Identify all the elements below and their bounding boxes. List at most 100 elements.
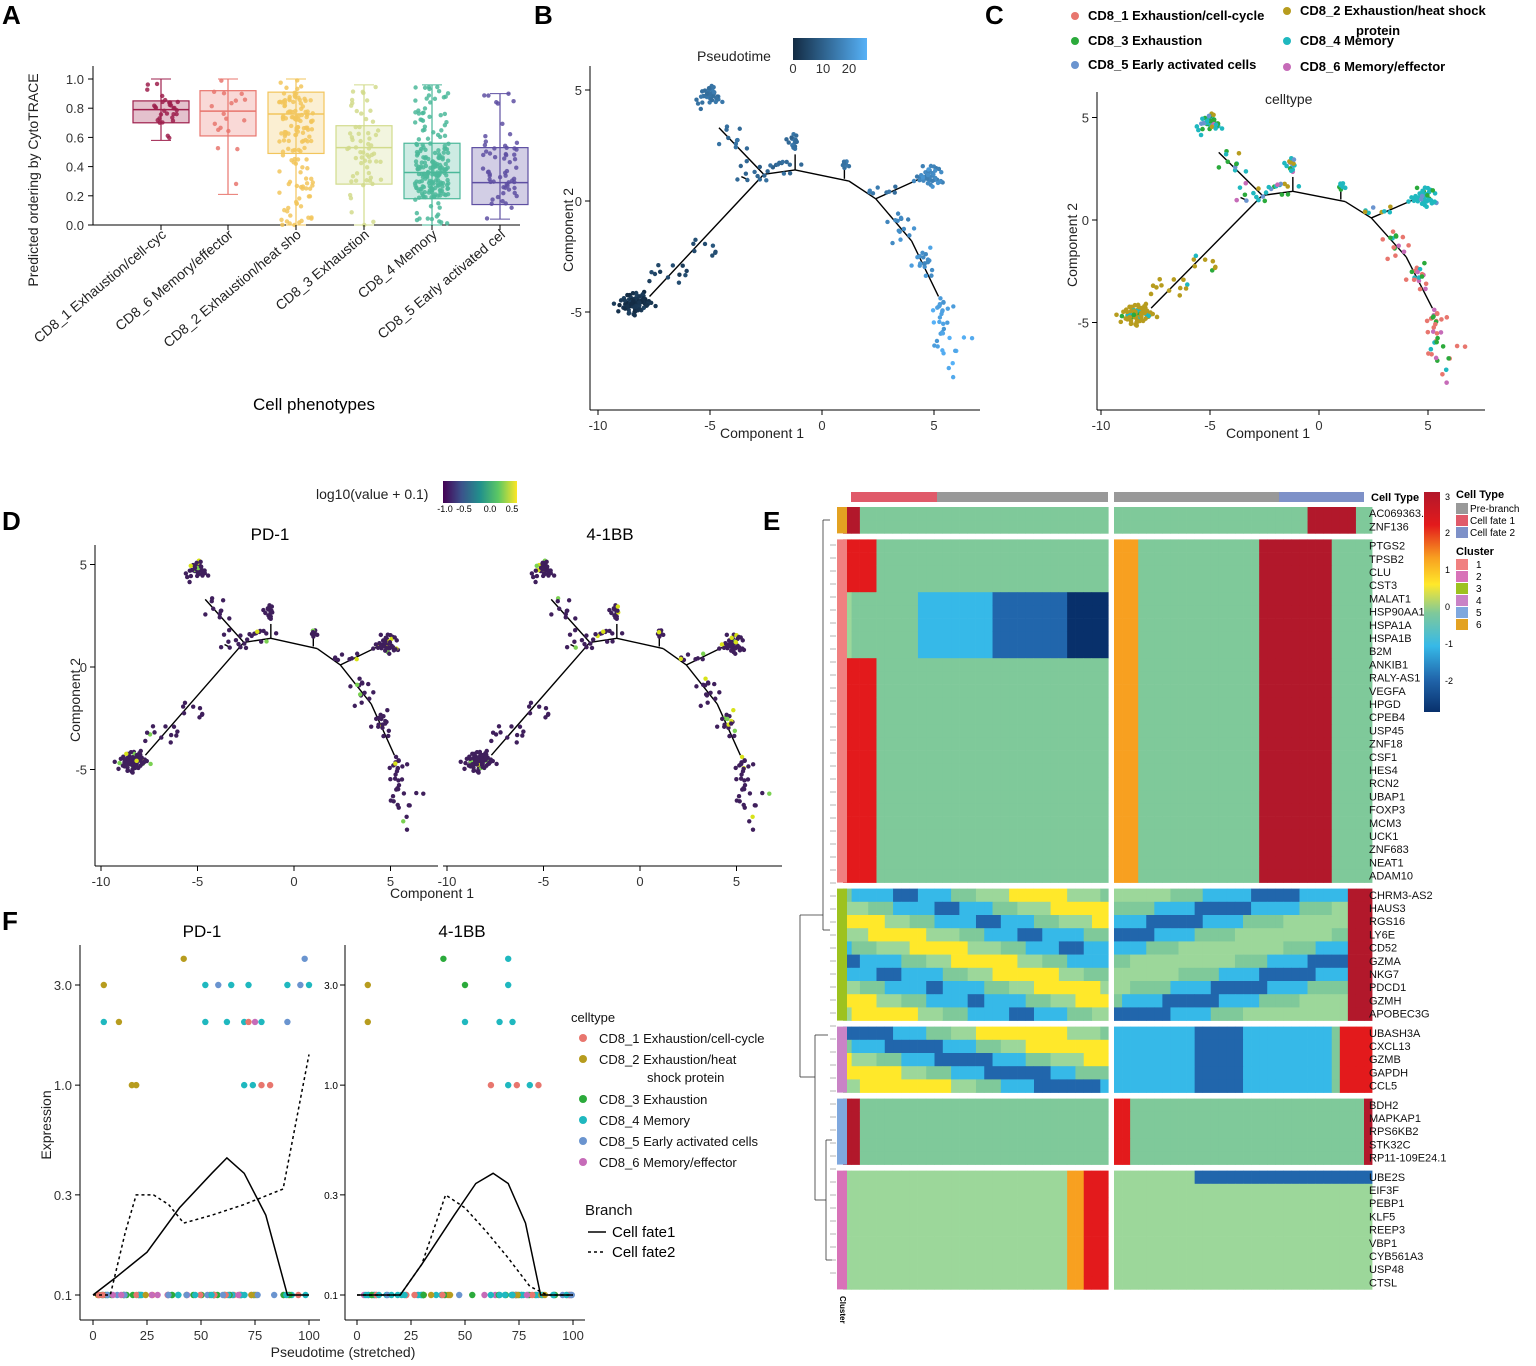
c-branch [1292,190,1346,203]
e-heat-cell [1331,552,1341,567]
e-heat-cell [1138,631,1147,646]
e-heat-cell [1299,684,1308,699]
e-heat-cell [1025,645,1034,659]
e-heat-cell [1315,671,1325,685]
e-heat-cell [1050,777,1059,791]
e-heat-cell [1291,605,1300,619]
a-point [437,162,443,168]
d-41bb-cell [563,615,568,620]
e-heat-cell [959,658,968,672]
e-heat-cell [1033,724,1043,738]
e-heat-cell [925,645,935,659]
e-heat-cell [1331,803,1341,817]
e-heat-cell [1033,579,1043,593]
c-cell [1401,249,1407,255]
e-heat-cell [1050,1026,1059,1041]
e-heat-cell [925,994,935,1008]
e-heat-cell [1083,967,1093,982]
d-41bb-cell [474,749,480,755]
e-heat-cell [1083,1007,1093,1021]
e-heat-cell [1178,1039,1187,1054]
d-pd1-cell [383,648,388,653]
e-heat-cell [842,888,852,903]
a-point [442,167,447,172]
e-heat-cell [942,552,952,567]
e-heat-cell [1355,1026,1365,1041]
e-heat-cell [983,954,993,969]
a-point [420,193,426,198]
d-41bb-cell [732,733,737,739]
e-heat-cell [1162,1111,1171,1126]
a-point [480,166,486,171]
e-heat-cell [950,565,960,580]
b-cell [940,331,946,336]
c-cell [1433,321,1438,327]
a-point [417,216,422,221]
e-heat-cell [1083,928,1093,942]
e-heat-cell [842,539,852,553]
d-41bb-cell [731,707,736,713]
e-heat-cell [1339,888,1349,903]
e-heat-cell [1138,645,1147,659]
e-heat-cell [1033,994,1043,1008]
e-heat-cell [1114,539,1123,553]
a-point [436,152,442,157]
e-heat-cell [1218,658,1228,672]
e-heat-cell [842,697,852,712]
e-heat-cell [1083,737,1093,751]
e-heat-cell [1050,507,1059,521]
e-heat-cell [967,565,976,580]
d-pd1-cell [171,724,177,729]
b-cell [641,296,646,301]
e-heat-cell [1299,1066,1308,1080]
e-heat-cell [1202,658,1212,672]
a-point [512,146,517,151]
a-point [289,123,294,129]
e-heat-cell [1178,1026,1187,1041]
e-heat-cell [1307,816,1316,831]
d-pd1-branch [270,637,318,650]
e-heat-cell [1364,1053,1373,1067]
e-heat-cell [942,1039,952,1054]
e-heat-cell [1146,941,1155,955]
e-heat-cell [942,967,952,982]
e-heat-cell [901,684,910,699]
b-cell [932,343,937,348]
e-heat-cell [983,928,993,942]
d-left-xtick-label: 0 [290,874,297,889]
e-heat-cell [1114,1125,1123,1139]
e-heat-cell [934,579,943,593]
d-pd1-cell [393,647,398,652]
d-41bb-cell [589,645,595,651]
e-heat-cell [983,763,993,778]
e-heat-cell [1154,941,1163,955]
e-heat-cell [1041,539,1051,553]
e-heat-cell [1114,658,1123,672]
e-heat-cell [950,1026,960,1041]
e-heat-cell [1355,658,1365,672]
e-heat-cell [1364,869,1373,883]
e-heat-cell [1234,1039,1244,1054]
e-heat-cell [1243,684,1252,699]
e-heat-cell [901,994,910,1008]
e-heat-cell [876,684,885,699]
e-heat-cell [851,658,860,672]
a-point [308,98,313,103]
e-heat-cell [1099,1039,1109,1054]
a-xtick-label: CD8_2 Exhaustion/heat sho [160,226,304,350]
e-heat-cell [975,994,985,1008]
e-heat-cell [1202,888,1212,903]
e-heat-cell [967,790,976,804]
e-heat-cell [1347,697,1357,712]
e-heat-cell [901,592,910,606]
d-41bb-cell [738,776,744,781]
e-heat-cell [1154,671,1163,685]
d-41bb-cell [610,639,615,644]
e-heat-cell [975,1079,985,1093]
e-heat-cell [1339,803,1349,817]
e-heat-cell [1186,954,1195,969]
e-heat-cell [1267,856,1276,870]
e-heat-cell [1066,631,1076,646]
e-heat-cell [1050,901,1059,916]
c-cell [1134,323,1140,328]
